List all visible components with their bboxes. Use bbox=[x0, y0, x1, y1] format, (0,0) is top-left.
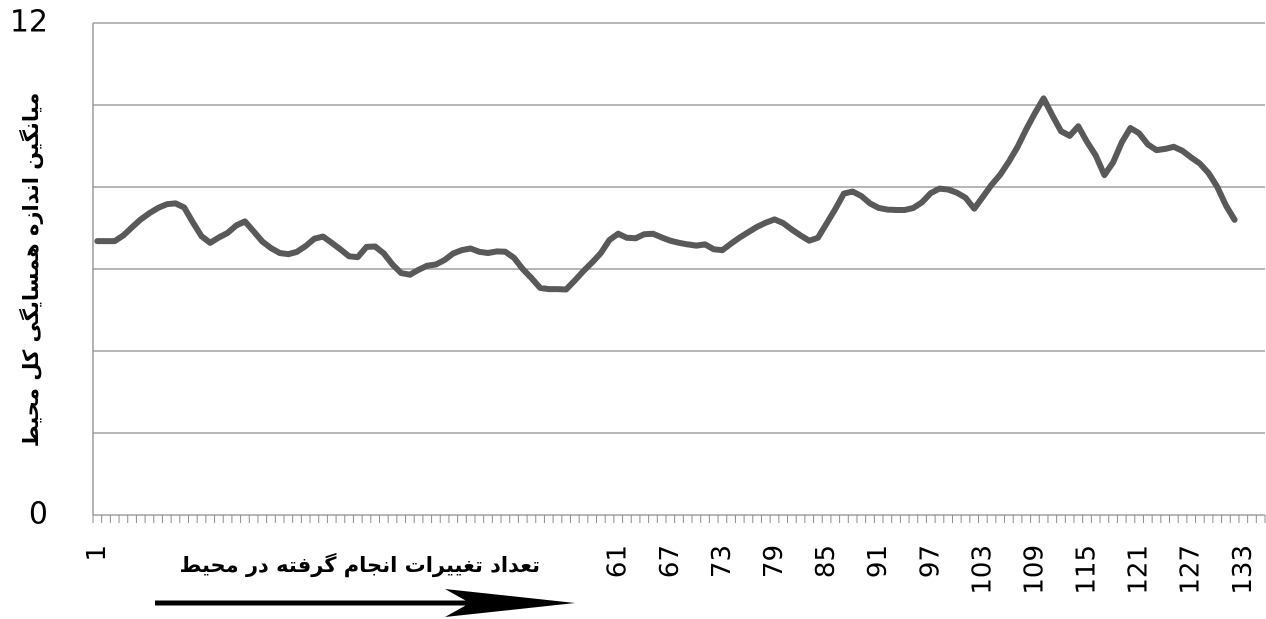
y-tick-label: 0 bbox=[29, 497, 48, 532]
x-axis-label: تعداد تغییرات انجام گرفته در محیط bbox=[179, 552, 540, 577]
x-tick-label: 127 bbox=[1176, 545, 1206, 595]
x-tick-label: 121 bbox=[1124, 545, 1154, 595]
x-tick-label: 115 bbox=[1072, 545, 1102, 595]
arrow-head bbox=[445, 589, 575, 617]
x-tick-label: 1 bbox=[82, 545, 112, 562]
x-tick-label: 79 bbox=[759, 545, 789, 578]
x-tick-label: 103 bbox=[967, 545, 997, 595]
x-tick-label: 109 bbox=[1019, 545, 1049, 595]
y-axis-label: میانگین اندازه همسایگی کل محیط bbox=[18, 93, 43, 448]
x-tick-label: 85 bbox=[811, 545, 841, 578]
x-tick-label: 133 bbox=[1228, 545, 1258, 595]
x-tick-label: 97 bbox=[915, 545, 945, 578]
x-tick-label: 67 bbox=[655, 545, 685, 578]
data-line bbox=[94, 95, 1238, 293]
x-tick-label: 73 bbox=[707, 545, 737, 578]
y-tick-label: 12 bbox=[10, 5, 48, 40]
x-tick-label: 61 bbox=[603, 545, 633, 578]
x-tick-label: 91 bbox=[863, 545, 893, 578]
